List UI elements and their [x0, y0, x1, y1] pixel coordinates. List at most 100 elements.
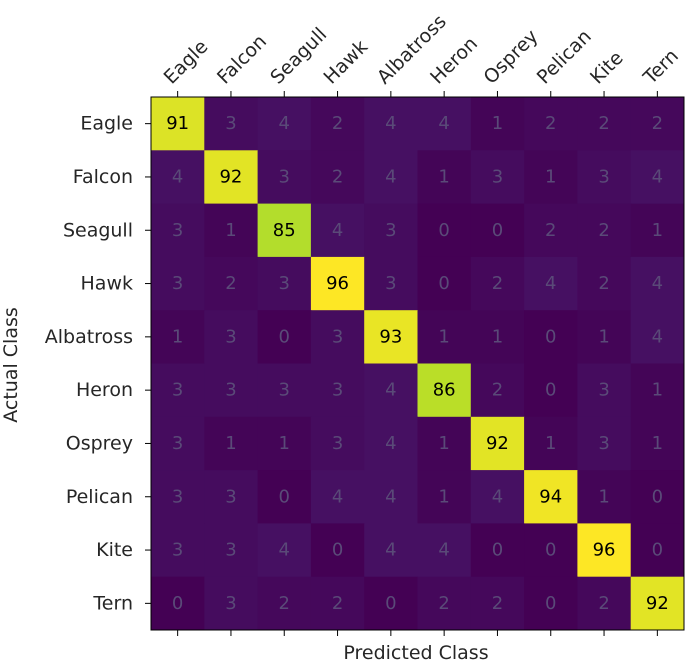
cell-value-label: 3: [279, 273, 290, 294]
cell-value-label: 0: [279, 326, 290, 347]
cell-value-label: 0: [492, 220, 503, 241]
cell-value-label: 3: [225, 486, 236, 507]
heatmap-cell: [204, 416, 259, 471]
cell-value-label: 2: [492, 593, 503, 614]
heatmap-cell: [204, 576, 259, 631]
heatmap-cell: [417, 203, 472, 258]
heatmap-cell: [204, 363, 259, 418]
heatmap-cell: [364, 97, 418, 151]
heatmap-cell: [364, 203, 418, 258]
cell-value-label: 3: [225, 593, 236, 614]
cell-value-label: 3: [598, 380, 609, 401]
cell-value-label: 3: [492, 166, 503, 187]
cell-value-label: 92: [219, 166, 242, 187]
cell-value-label: 0: [652, 540, 663, 561]
heatmap-cell: [630, 416, 685, 471]
cell-value-label: 96: [326, 273, 349, 294]
y-tick-label: Hawk: [81, 273, 133, 295]
cell-value-label: 3: [279, 166, 290, 187]
cell-value-label: 4: [545, 273, 556, 294]
cell-value-label: 4: [279, 113, 290, 134]
cell-value-label: 1: [652, 433, 663, 454]
heatmap-cell: [364, 470, 418, 524]
heatmap-cell: [204, 470, 259, 524]
cell-value-label: 92: [646, 593, 669, 614]
cell-value-label: 1: [438, 486, 449, 507]
heatmap-cell: [310, 523, 365, 578]
cell-value-label: 3: [385, 220, 396, 241]
cell-value-label: 4: [385, 486, 396, 507]
heatmap-cell: [151, 256, 205, 311]
heatmap-cell: [630, 576, 685, 631]
cell-value-label: 1: [225, 220, 236, 241]
cell-value-label: 3: [225, 113, 236, 134]
cell-value-label: 4: [652, 326, 663, 347]
cell-value-label: 4: [385, 113, 396, 134]
cell-value-label: 3: [225, 380, 236, 401]
cell-value-label: 2: [598, 273, 609, 294]
cell-value-label: 92: [486, 433, 509, 454]
cell-value-label: 2: [332, 593, 343, 614]
heatmap-cell: [204, 150, 259, 205]
heatmap-cell: [577, 310, 632, 364]
cell-value-label: 4: [385, 380, 396, 401]
cell-value-label: 2: [598, 220, 609, 241]
cell-value-label: 2: [598, 593, 609, 614]
cell-value-label: 4: [385, 433, 396, 454]
cell-value-label: 3: [598, 166, 609, 187]
heatmap-cell: [417, 256, 472, 311]
heatmap-cell: [364, 416, 418, 471]
heatmap-cell: [524, 363, 578, 418]
heatmap-cell: [204, 523, 259, 578]
heatmap-cell: [577, 150, 632, 205]
heatmap-cell: [151, 97, 205, 151]
cell-value-label: 94: [539, 486, 562, 507]
heatmap-cell: [470, 97, 525, 151]
cell-value-label: 0: [545, 593, 556, 614]
heatmap-cell: [630, 363, 685, 418]
heatmap-cell: [577, 523, 632, 578]
heatmap-cell: [310, 363, 365, 418]
cell-value-label: 0: [492, 540, 503, 561]
cell-value-label: 91: [166, 113, 189, 134]
cell-value-label: 3: [332, 380, 343, 401]
heatmap-cell: [417, 97, 472, 151]
y-tick-label: Eagle: [80, 113, 133, 135]
cell-value-label: 0: [172, 593, 183, 614]
heatmap-cell: [257, 576, 312, 631]
heatmap-cell: [151, 523, 205, 578]
heatmap-cell: [417, 523, 472, 578]
heatmap-cell: [470, 576, 525, 631]
y-tick-label: Pelican: [66, 486, 133, 508]
cell-value-label: 3: [172, 380, 183, 401]
y-axis-title: Actual Class: [0, 307, 22, 423]
heatmap-cell: [630, 310, 685, 364]
cell-value-label: 4: [172, 166, 183, 187]
cell-value-label: 4: [385, 166, 396, 187]
cell-value-label: 2: [332, 113, 343, 134]
cell-value-label: 0: [652, 486, 663, 507]
cell-value-label: 0: [332, 540, 343, 561]
cell-value-label: 2: [332, 166, 343, 187]
cell-value-label: 0: [545, 540, 556, 561]
cell-value-label: 0: [438, 273, 449, 294]
cell-value-label: 1: [279, 433, 290, 454]
cell-value-label: 1: [652, 380, 663, 401]
y-tick-label: Seagull: [63, 219, 133, 241]
y-tick-label: Kite: [96, 539, 133, 561]
heatmap-cell: [470, 150, 525, 205]
heatmap-cell: [577, 470, 632, 524]
heatmap-cell: [417, 576, 472, 631]
cell-value-label: 2: [492, 273, 503, 294]
cell-value-label: 3: [172, 486, 183, 507]
heatmap-cell: [310, 416, 365, 471]
heatmap-cell: [204, 256, 259, 311]
heatmap-cell: [310, 470, 365, 524]
heatmap-cell: [630, 97, 685, 151]
heatmap-cell: [577, 203, 632, 258]
y-tick-label: Heron: [76, 379, 133, 401]
heatmap-cell: [364, 363, 418, 418]
cell-value-label: 2: [652, 113, 663, 134]
axis-ticks: [145, 91, 658, 636]
